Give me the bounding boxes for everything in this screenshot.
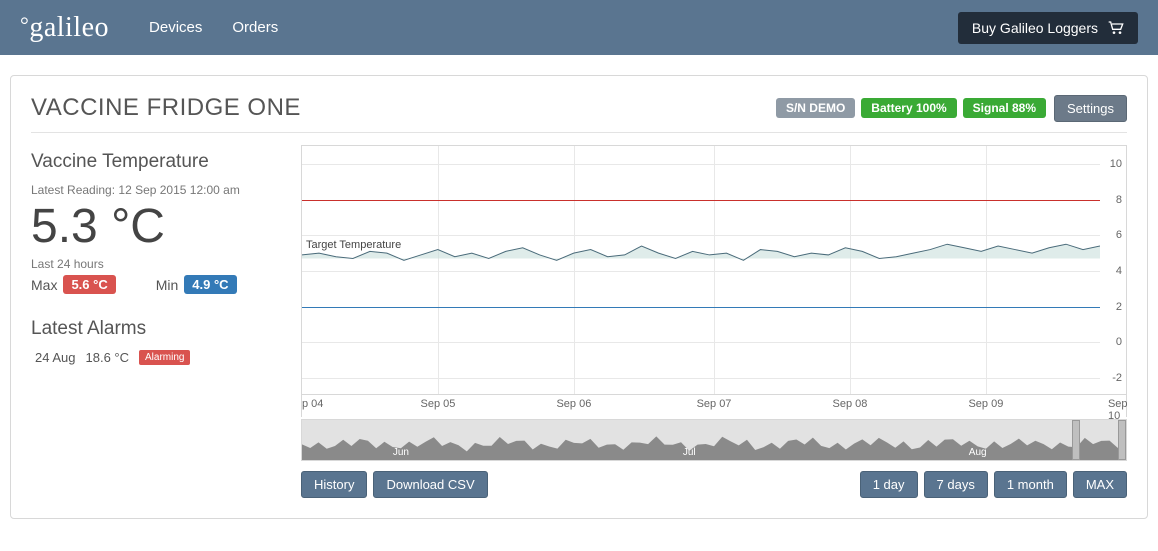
device-panel: VACCINE FRIDGE ONE S/N DEMO Battery 100%… <box>10 75 1148 519</box>
alarm-badge: Alarming <box>139 350 190 365</box>
y-tick: 4 <box>1116 265 1122 277</box>
nav-devices[interactable]: Devices <box>149 19 202 36</box>
scrubber-handle-right[interactable] <box>1118 420 1126 460</box>
settings-button[interactable]: Settings <box>1054 95 1127 122</box>
sidebar: Vaccine Temperature Latest Reading: 12 S… <box>31 145 281 498</box>
nav-orders[interactable]: Orders <box>232 19 278 36</box>
min-value: 4.9 °C <box>184 275 236 294</box>
y-tick: 2 <box>1116 301 1122 313</box>
scrubber-month-label: Jun <box>393 447 409 458</box>
temperature-chart[interactable]: -20246810Target Temperature <box>301 145 1127 395</box>
alarm-row[interactable]: 24 Aug 18.6 °C Alarming <box>31 350 281 365</box>
buy-loggers-button[interactable]: Buy Galileo Loggers <box>958 12 1138 44</box>
minmax-row: Max 5.6 °C Min 4.9 °C <box>31 275 281 294</box>
x-tick: Sep 05 <box>421 398 456 410</box>
x-tick: Sep 06 <box>556 398 591 410</box>
time-scrubber[interactable]: Jun Jul Aug <box>301 419 1127 461</box>
chart-column: -20246810Target Temperature p 04Sep 05Se… <box>301 145 1127 498</box>
chart-series <box>302 146 1100 396</box>
alarm-date: 24 Aug <box>35 350 76 365</box>
range-7days-button[interactable]: 7 days <box>924 471 988 498</box>
scrubber-month-label: Aug <box>969 447 987 458</box>
x-tick: Sep 09 <box>968 398 1003 410</box>
buy-label: Buy Galileo Loggers <box>972 20 1098 36</box>
min-item: Min 4.9 °C <box>156 275 237 294</box>
y-tick: 8 <box>1116 194 1122 206</box>
y-tick: 6 <box>1116 229 1122 241</box>
max-item: Max 5.6 °C <box>31 275 116 294</box>
alarms-title: Latest Alarms <box>31 318 281 340</box>
range-1month-button[interactable]: 1 month <box>994 471 1067 498</box>
topbar: °galileo Devices Orders Buy Galileo Logg… <box>0 0 1158 55</box>
download-csv-button[interactable]: Download CSV <box>373 471 487 498</box>
latest-reading-label: Latest Reading: 12 Sep 2015 12:00 am <box>31 183 281 197</box>
x-tick: Sep 07 <box>697 398 732 410</box>
history-button[interactable]: History <box>301 471 367 498</box>
x-tick: p 04 <box>302 398 323 410</box>
scrubber-wave <box>302 419 1126 460</box>
brand-logo[interactable]: °galileo <box>20 12 109 44</box>
current-temperature: 5.3 °C <box>31 203 281 251</box>
last24-label: Last 24 hours <box>31 257 281 271</box>
max-value: 5.6 °C <box>63 275 115 294</box>
cart-icon <box>1108 21 1124 35</box>
serial-badge: S/N DEMO <box>776 98 855 118</box>
chart-x-axis: p 04Sep 05Sep 06Sep 07Sep 08Sep 09Sep 10 <box>301 395 1127 417</box>
panel-title: VACCINE FRIDGE ONE <box>31 94 301 122</box>
scrubber-month-label: Jul <box>683 447 696 458</box>
y-tick: -2 <box>1112 372 1122 384</box>
scrubber-handle-left[interactable] <box>1072 420 1080 460</box>
y-tick: 10 <box>1110 158 1122 170</box>
max-label: Max <box>31 277 57 293</box>
panel-body: Vaccine Temperature Latest Reading: 12 S… <box>31 145 1127 498</box>
signal-badge: Signal 88% <box>963 98 1046 118</box>
x-tick: Sep 08 <box>833 398 868 410</box>
chart-buttons: History Download CSV 1 day 7 days 1 mont… <box>301 471 1127 498</box>
panel-header: VACCINE FRIDGE ONE S/N DEMO Battery 100%… <box>31 94 1127 133</box>
range-max-button[interactable]: MAX <box>1073 471 1127 498</box>
range-1day-button[interactable]: 1 day <box>860 471 918 498</box>
brand-text: galileo <box>29 12 109 43</box>
alarm-temp: 18.6 °C <box>86 350 130 365</box>
temp-section-title: Vaccine Temperature <box>31 151 281 173</box>
battery-badge: Battery 100% <box>861 98 956 118</box>
y-tick: 0 <box>1116 336 1122 348</box>
min-label: Min <box>156 277 179 293</box>
